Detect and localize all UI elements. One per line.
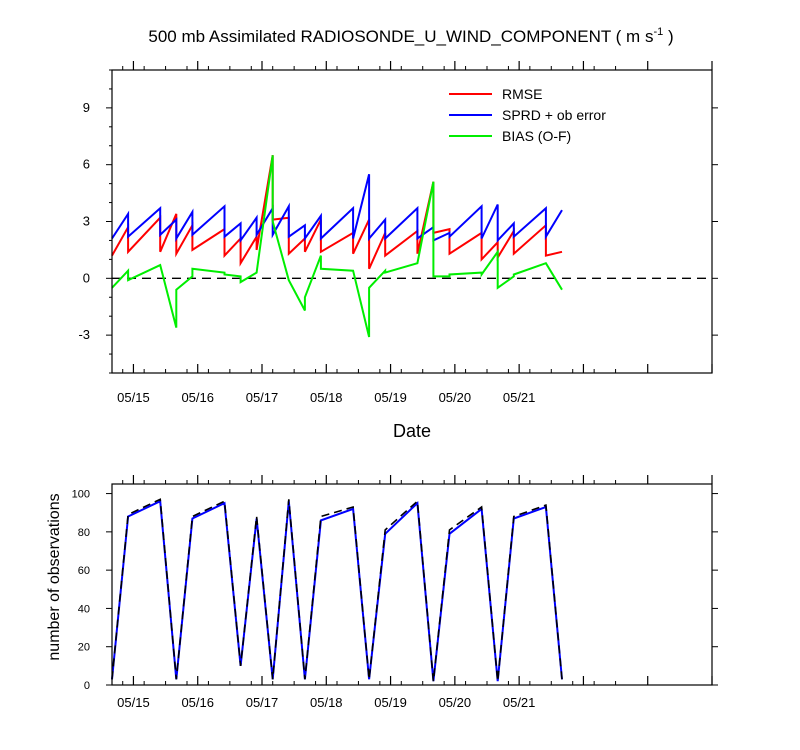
bottom-x-tick-label: 05/19 bbox=[374, 695, 407, 710]
top-x-tick-label: 05/18 bbox=[310, 390, 343, 405]
top-x-tick-label: 05/20 bbox=[439, 390, 472, 405]
top-y-tick-label: 6 bbox=[83, 157, 90, 172]
top-x-tick-label: 05/15 bbox=[117, 390, 150, 405]
bottom-y-tick-label: 80 bbox=[78, 527, 90, 539]
top-plot-frame bbox=[111, 69, 713, 374]
bottom-y-tick-label: 100 bbox=[72, 489, 90, 501]
bottom-y-tick-label: 0 bbox=[84, 680, 90, 692]
bottom-y-axis-label: number of observations bbox=[46, 493, 63, 660]
top-x-tick-label: 05/21 bbox=[503, 390, 536, 405]
bottom-x-tick-label: 05/20 bbox=[439, 695, 472, 710]
bottom-y-tick-label: 40 bbox=[78, 603, 90, 615]
bottom-x-tick-label: 05/17 bbox=[246, 695, 279, 710]
bottom-tick-labels: 0 20 40 60 80 100 05/15 05/16 05/17 05/18 05/19 05/… bbox=[72, 489, 536, 710]
bottom-plot-frame bbox=[111, 483, 713, 686]
bottom-series-group bbox=[111, 498, 563, 682]
top-axis-ticks bbox=[106, 61, 718, 374]
top-y-tick-label: -3 bbox=[78, 327, 90, 342]
top-series-sprd-ob-error bbox=[111, 173, 563, 244]
legend-label-bias-o-f: BIAS (O-F) bbox=[502, 128, 571, 144]
top-y-tick-label: 0 bbox=[83, 270, 90, 285]
top-chart-title: 500 mb Assimilated RADIOSONDE_U_WIND_COM… bbox=[148, 26, 673, 46]
bottom-x-tick-label: 05/18 bbox=[310, 695, 343, 710]
bottom-x-tick-label: 05/15 bbox=[117, 695, 150, 710]
top-panel: 500 mb Assimilated RADIOSONDE_U_WIND_COM… bbox=[78, 26, 718, 441]
top-x-tick-label: 05/19 bbox=[374, 390, 407, 405]
legend-label-rmse: RMSE bbox=[502, 86, 542, 102]
bottom-series-observations-used bbox=[111, 499, 563, 682]
top-x-tick-label: 05/16 bbox=[181, 390, 214, 405]
legend-label-sprd-ob-error: SPRD + ob error bbox=[502, 107, 606, 123]
bottom-panel: 0 20 40 60 80 100 05/15 05/16 05/17 05/18 05/19 05/… bbox=[46, 475, 718, 710]
top-y-tick-label: 3 bbox=[83, 214, 90, 229]
top-x-tick-label: 05/17 bbox=[246, 390, 279, 405]
top-x-axis-label: Date bbox=[393, 421, 431, 441]
top-legend: RMSE SPRD + ob error BIAS (O-F) bbox=[449, 86, 606, 144]
bottom-y-tick-label: 60 bbox=[78, 565, 90, 577]
top-series-group bbox=[111, 155, 563, 338]
top-series-bias-o-f bbox=[111, 155, 563, 338]
bottom-x-tick-label: 05/21 bbox=[503, 695, 536, 710]
bottom-x-tick-label: 05/16 bbox=[181, 695, 214, 710]
bottom-y-tick-label: 20 bbox=[78, 642, 90, 654]
top-y-tick-label: 9 bbox=[83, 100, 90, 115]
bottom-axis-ticks bbox=[106, 475, 718, 686]
top-tick-labels: -3 0 3 6 9 05/15 05/16 05/17 05/18 05/19 05/20 05/2… bbox=[78, 100, 535, 405]
